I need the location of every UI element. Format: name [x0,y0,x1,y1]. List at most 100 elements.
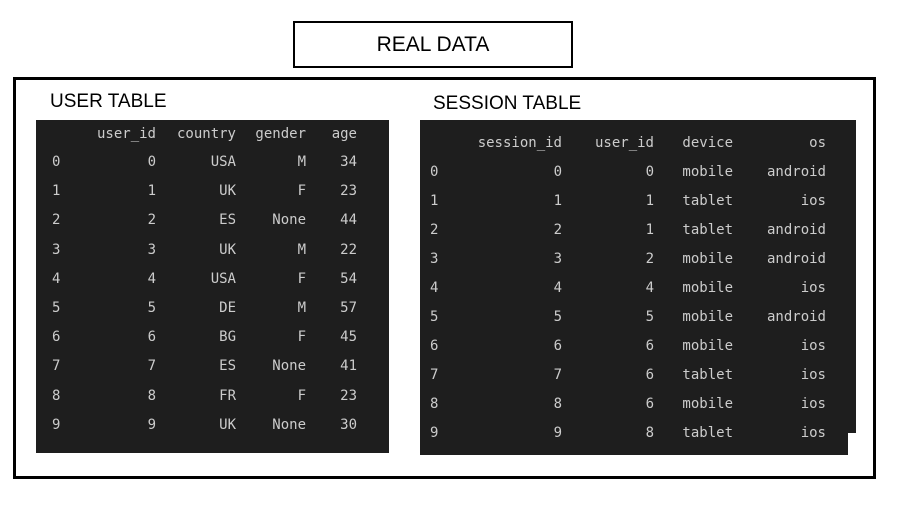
table-cell: 3 [147,241,156,258]
table-row: 4 4 4 mobile ios [420,274,856,302]
column-header: os [809,135,826,151]
table-cell: 23 [340,183,357,200]
table-cell: UK [219,241,236,258]
table-cell: BG [219,329,236,346]
table-cell: M [297,241,306,258]
table-header: session_id user_id device os [420,129,856,157]
table-cell: UK [219,416,236,433]
table-cell: 22 [340,241,357,258]
table-cell: 0 [553,164,562,180]
row-index: 9 [52,416,61,433]
column-header: gender [255,126,306,142]
table-cell: None [272,212,306,229]
table-cell: 6 [645,396,654,412]
table-cell: 2 [553,222,562,238]
column-header: user_id [96,126,156,142]
table-cell: tablet [682,193,733,209]
table-cell: android [766,309,826,325]
table-row: 1 1 1 tablet ios [420,187,856,215]
user-table-title: USER TABLE [50,91,167,112]
table-cell: 8 [553,396,562,412]
table-cell: mobile [682,251,733,267]
table-cell: 2 [147,212,156,229]
table-cell: 5 [147,300,156,316]
table-cell: 41 [340,358,357,375]
table-cell: ios [800,425,826,441]
table-cell: F [297,270,306,287]
table-cell: 1 [553,193,562,209]
table-cell: 34 [340,154,357,170]
table-cell: 3 [553,251,562,267]
table-cell: 9 [147,416,156,433]
user-table: user_id country gender age 0 0 USA M 34 1 1 UK F 23 2 2… [36,120,389,453]
row-index: 0 [52,154,61,170]
table-row: 7 7 6 tablet ios [420,361,856,389]
session-table-title: SESSION TABLE [433,93,582,114]
row-index: 9 [430,425,439,441]
table-row: 3 3 UK M 22 [36,236,389,264]
table-cell: F [297,329,306,346]
row-index: 2 [52,212,61,229]
table-row: 1 1 UK F 23 [36,177,389,205]
table-row: 0 0 USA M 34 [36,148,389,176]
table-cell: F [297,387,306,404]
table-cell: 7 [147,358,156,375]
table-cell: ES [219,212,236,229]
row-index: 4 [430,280,439,296]
row-index: 1 [52,183,61,200]
row-index: 2 [430,222,439,238]
table-cell: 2 [645,251,654,267]
row-index: 6 [430,338,439,354]
session-table-notch [848,433,856,455]
row-index: 8 [52,387,61,404]
table-cell: 5 [645,309,654,325]
column-header: age [331,126,357,142]
table-row: 8 8 6 mobile ios [420,390,856,418]
table-cell: tablet [682,367,733,383]
row-index: 3 [430,251,439,267]
table-cell: 30 [340,416,357,433]
table-cell: 0 [147,154,156,170]
table-cell: mobile [682,164,733,180]
table-cell: android [766,251,826,267]
table-cell: None [272,416,306,433]
table-cell: 4 [147,270,156,287]
row-index: 4 [52,270,61,287]
row-index: 8 [430,396,439,412]
table-row: 7 7 ES None 41 [36,352,389,380]
table-cell: 54 [340,270,357,287]
row-index: 5 [52,300,61,316]
column-header: country [176,126,236,142]
row-index: 0 [430,164,439,180]
table-row: 9 9 UK None 30 [36,411,389,439]
column-header: user_id [594,135,654,151]
row-index: 5 [430,309,439,325]
table-cell: ios [800,338,826,354]
table-cell: mobile [682,396,733,412]
table-row: 9 9 8 tablet ios [420,419,856,447]
table-cell: M [297,300,306,316]
real-data-title: REAL DATA [293,21,573,68]
table-row: 2 2 1 tablet android [420,216,856,244]
table-cell: 7 [553,367,562,383]
table-cell: 1 [645,222,654,238]
table-cell: 8 [645,425,654,441]
table-row: 4 4 USA F 54 [36,265,389,293]
table-cell: USA [210,154,236,170]
row-index: 1 [430,193,439,209]
table-cell: 4 [553,280,562,296]
table-cell: ES [219,358,236,375]
table-cell: mobile [682,309,733,325]
table-cell: 6 [553,338,562,354]
table-cell: ios [800,280,826,296]
table-cell: 6 [147,329,156,346]
table-row: 6 6 BG F 45 [36,323,389,351]
table-cell: mobile [682,338,733,354]
table-cell: 4 [645,280,654,296]
table-cell: 57 [340,300,357,316]
row-index: 6 [52,329,61,346]
table-cell: DE [219,300,236,316]
table-cell: USA [210,270,236,287]
session-table: session_id user_id device os 0 0 0 mobile androi… [420,120,856,455]
table-cell: ios [800,367,826,383]
